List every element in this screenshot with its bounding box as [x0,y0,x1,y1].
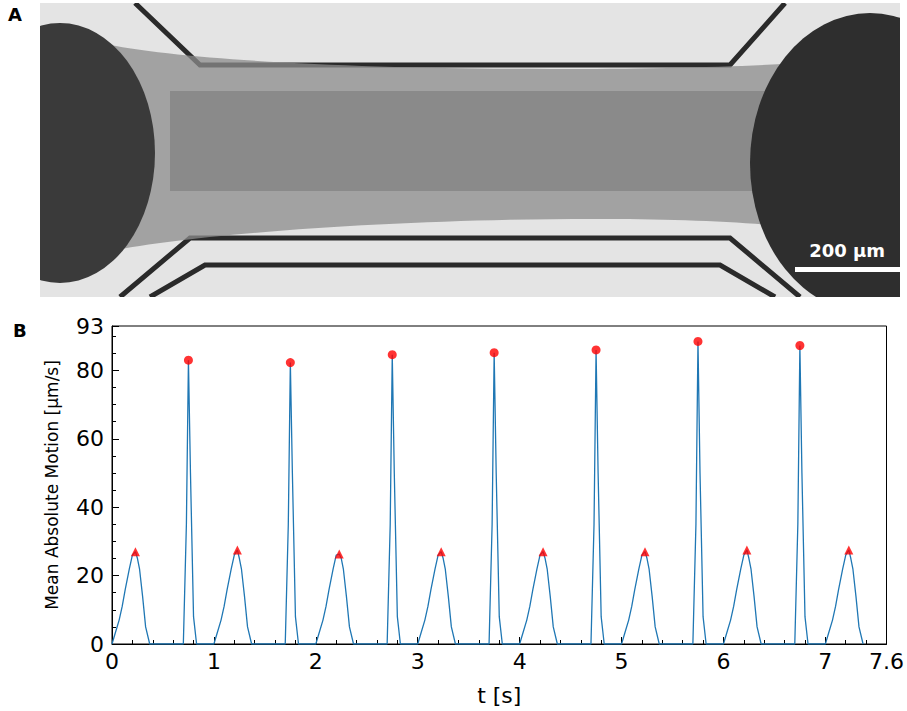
svg-text:93: 93 [76,314,104,339]
svg-text:6: 6 [716,649,730,674]
svg-text:80: 80 [76,358,104,383]
svg-text:60: 60 [76,426,104,451]
svg-text:40: 40 [76,495,104,520]
html-text:A: A [8,4,22,25]
svg-text:20: 20 [76,563,104,588]
svg-text:Mean Absolute Motion [µm/s]: Mean Absolute Motion [µm/s] [42,360,62,610]
svg-text:B: B [13,320,27,341]
svg-text:0: 0 [105,649,119,674]
svg-text:4: 4 [513,649,527,674]
svg-text:7: 7 [818,649,832,674]
svg-text:3: 3 [411,649,425,674]
svg-text:2: 2 [309,649,323,674]
svg-text:t [s]: t [s] [477,683,521,708]
svg-text:200 µm: 200 µm [809,240,885,261]
svg-text:0: 0 [90,632,104,657]
svg-text:1: 1 [207,649,221,674]
svg-text:7.6: 7.6 [869,649,904,674]
svg-text:5: 5 [615,649,629,674]
